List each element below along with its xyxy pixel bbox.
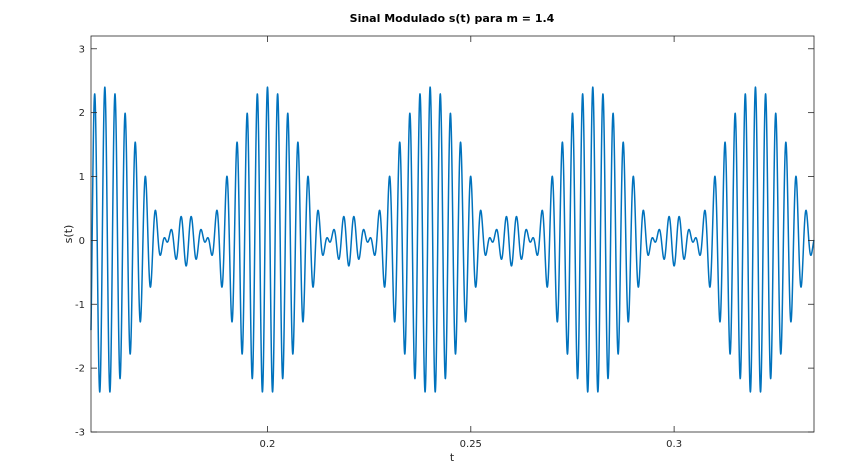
y-axis-label: s(t) [62,225,75,244]
x-tick-label: 0.2 [260,439,276,450]
y-tick-label: 2 [79,108,85,119]
y-tick-label: 3 [79,44,85,55]
signal-layer [90,86,815,393]
series-line [90,86,815,393]
y-tick-label: 0 [79,236,85,247]
x-tick-label: 0.3 [666,439,682,450]
y-tick-label: -1 [75,300,85,311]
x-axis-label: t [450,451,455,464]
x-tick-label: 0.25 [460,439,482,450]
y-tick-label: 1 [79,172,85,183]
y-tick-label: -2 [75,364,85,375]
plot-frame [90,35,815,433]
chart-title: Sinal Modulado s(t) para m = 1.4 [350,12,555,25]
tick-layer: 0.2 0.25 0.3 -3 -2 -1 0 1 2 3 [75,36,814,450]
y-tick-label: -3 [75,428,85,439]
